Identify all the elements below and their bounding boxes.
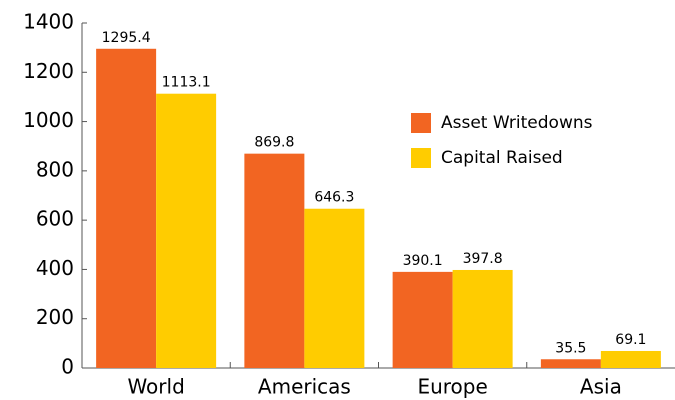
x-tick-label: World bbox=[127, 375, 184, 399]
legend-swatch bbox=[411, 148, 431, 168]
bar bbox=[392, 271, 453, 368]
x-tick-label: Asia bbox=[580, 375, 622, 399]
value-label: 646.3 bbox=[314, 190, 354, 206]
value-label: 35.5 bbox=[555, 340, 586, 356]
value-label: 869.8 bbox=[254, 135, 294, 151]
legend-label: Asset Writedowns bbox=[441, 113, 593, 133]
y-tick-label: 600 bbox=[36, 207, 74, 231]
value-label: 397.8 bbox=[463, 251, 503, 267]
value-label: 1113.1 bbox=[162, 75, 211, 91]
bar bbox=[304, 208, 365, 368]
bar bbox=[540, 359, 601, 368]
x-tick-label: Americas bbox=[258, 375, 351, 399]
y-tick-label: 400 bbox=[36, 256, 74, 280]
bar bbox=[156, 93, 217, 369]
y-tick-label: 0 bbox=[61, 355, 74, 379]
y-tick-label: 1400 bbox=[23, 10, 74, 34]
bar bbox=[96, 48, 157, 368]
y-tick-label: 800 bbox=[36, 157, 74, 181]
x-tick-label: Europe bbox=[417, 375, 487, 399]
y-tick-label: 1000 bbox=[23, 108, 74, 132]
bar bbox=[452, 269, 513, 368]
y-tick-label: 200 bbox=[36, 305, 74, 329]
value-label: 390.1 bbox=[403, 253, 443, 269]
value-label: 1295.4 bbox=[102, 30, 151, 46]
value-label: 69.1 bbox=[615, 332, 646, 348]
legend-label: Capital Raised bbox=[441, 148, 563, 168]
bar bbox=[244, 153, 305, 368]
legend-swatch bbox=[411, 113, 431, 133]
bar bbox=[600, 350, 661, 368]
y-tick-label: 1200 bbox=[23, 59, 74, 83]
